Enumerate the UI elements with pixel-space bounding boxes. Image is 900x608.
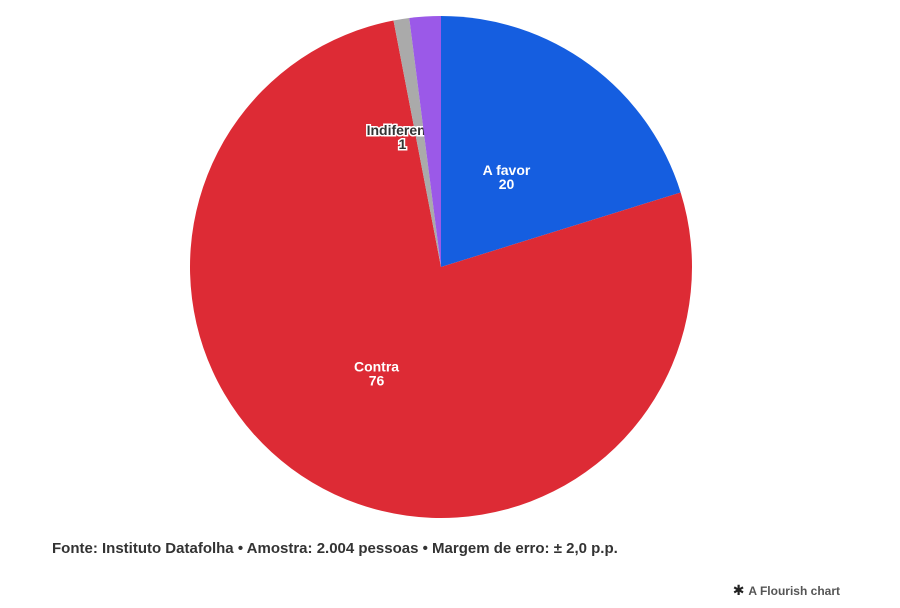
flourish-star-icon: ✱ bbox=[732, 582, 745, 598]
pie-slice-contra[interactable] bbox=[190, 20, 692, 519]
slice-label-name: A favor bbox=[483, 162, 531, 178]
slice-label-name: Contra bbox=[354, 359, 399, 375]
slice-label-name: Indiferente bbox=[367, 122, 439, 138]
source-note: Fonte: Instituto Datafolha • Amostra: 2.… bbox=[52, 540, 618, 557]
slice-label-value: 20 bbox=[499, 176, 515, 192]
slice-label-value: 1 bbox=[398, 136, 406, 152]
slice-label-value: 76 bbox=[369, 373, 385, 389]
flourish-credit-label: A Flourish chart bbox=[748, 583, 840, 598]
pie-slice-a-favor[interactable] bbox=[441, 16, 681, 267]
pie-slice-indiferente[interactable] bbox=[393, 18, 441, 267]
pie-slice-other[interactable] bbox=[409, 16, 441, 267]
flourish-credit[interactable]: ✱ A Flourish chart bbox=[733, 582, 840, 599]
